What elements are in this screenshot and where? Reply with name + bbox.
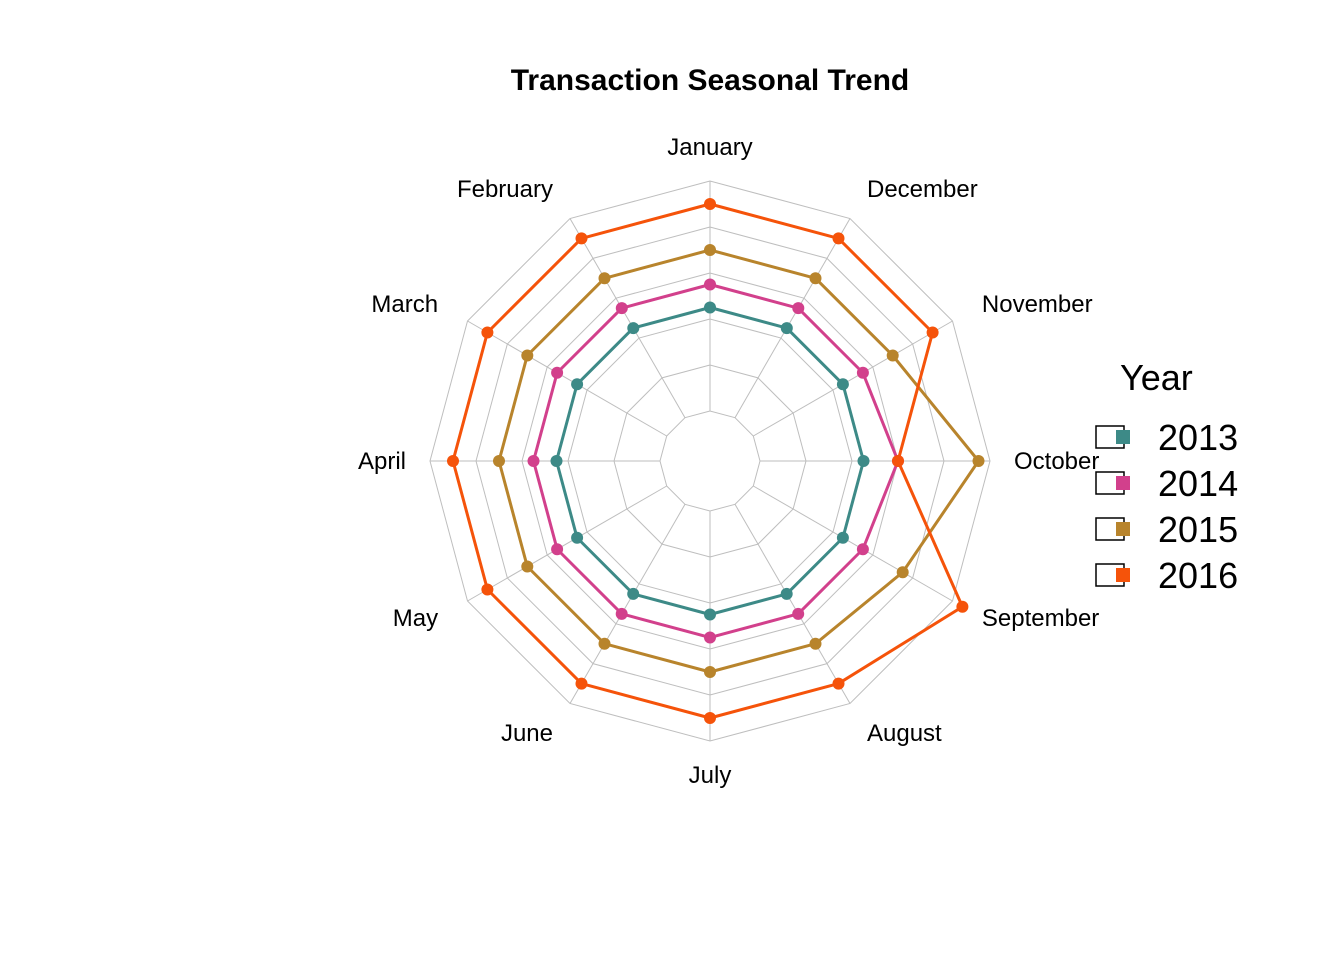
data-point-2013 (571, 531, 584, 544)
month-label: March (371, 291, 438, 318)
grid-spoke (467, 320, 667, 437)
data-point-2013 (836, 531, 849, 544)
month-label: February (457, 176, 553, 203)
grid-spoke (753, 320, 953, 437)
month-label: October (1014, 448, 1099, 475)
data-point-2013 (836, 378, 849, 391)
legend-swatch (1116, 476, 1130, 490)
data-point-2013 (627, 587, 640, 600)
legend-swatch (1116, 568, 1130, 582)
chart-title: Transaction Seasonal Trend (511, 64, 909, 97)
data-point-2016 (575, 232, 588, 245)
data-point-2016 (926, 326, 939, 339)
grid-spoke (734, 504, 851, 704)
legend-label: 2013 (1158, 417, 1238, 458)
data-point-2014 (551, 366, 564, 379)
data-point-2016 (447, 455, 459, 467)
data-point-2016 (832, 677, 845, 690)
data-point-2013 (550, 455, 563, 467)
grid-ring (659, 410, 761, 512)
data-point-2015 (809, 272, 822, 285)
legend-label: 2016 (1158, 555, 1238, 596)
grid-spoke (734, 218, 851, 418)
radar-grid (429, 180, 991, 742)
data-point-2014 (792, 302, 805, 315)
legend-swatch (1116, 430, 1130, 444)
month-label: November (982, 291, 1093, 318)
data-point-2016 (481, 583, 494, 596)
month-label: June (501, 720, 553, 747)
month-label: April (358, 448, 406, 475)
data-point-2015 (886, 349, 899, 362)
data-point-2015 (896, 566, 909, 579)
data-point-2013 (780, 322, 793, 335)
month-label: July (689, 762, 732, 789)
month-label: May (393, 605, 438, 632)
data-point-2013 (857, 455, 870, 467)
data-point-2014 (704, 631, 716, 644)
data-point-2015 (598, 637, 611, 650)
data-point-2015 (972, 455, 985, 467)
data-point-2014 (856, 543, 869, 556)
month-label: December (867, 176, 978, 203)
data-point-2016 (704, 198, 716, 210)
data-point-2016 (575, 677, 588, 690)
grid-spoke (569, 504, 686, 704)
data-point-2015 (704, 244, 716, 256)
month-label: September (982, 605, 1099, 632)
legend: Year 2013 2014 2015 2016 (1095, 357, 1238, 596)
data-point-2014 (704, 278, 716, 291)
grid-spoke (467, 485, 667, 602)
data-point-2014 (527, 455, 540, 467)
data-point-2015 (493, 455, 505, 467)
data-point-2014 (551, 543, 564, 556)
data-point-2013 (571, 378, 584, 391)
data-point-2015 (521, 349, 534, 362)
data-point-2016 (892, 455, 904, 467)
grid-spoke (569, 218, 686, 418)
data-point-2016 (704, 712, 716, 724)
data-point-2014 (856, 366, 869, 379)
grid-spoke (753, 485, 953, 602)
legend-label: 2014 (1158, 463, 1238, 504)
data-point-2016 (832, 232, 845, 245)
legend-label: 2015 (1158, 509, 1238, 550)
data-point-2015 (809, 637, 822, 650)
legend-title: Year (1120, 357, 1193, 398)
data-point-2016 (956, 600, 969, 613)
data-point-2014 (615, 302, 628, 315)
legend-swatch (1116, 522, 1130, 536)
data-point-2014 (792, 607, 805, 620)
month-labels: January February March April May June July Augu… (358, 134, 1099, 789)
data-point-2015 (704, 666, 716, 678)
data-point-2016 (481, 326, 494, 339)
data-point-2015 (521, 560, 534, 573)
series-group (447, 198, 985, 724)
month-label: January (667, 134, 752, 161)
data-point-2013 (627, 322, 640, 335)
data-point-2013 (704, 608, 716, 621)
data-point-2015 (598, 272, 611, 285)
data-point-2013 (704, 301, 716, 314)
data-point-2013 (780, 587, 793, 600)
data-point-2014 (615, 607, 628, 620)
month-label: August (867, 720, 942, 747)
